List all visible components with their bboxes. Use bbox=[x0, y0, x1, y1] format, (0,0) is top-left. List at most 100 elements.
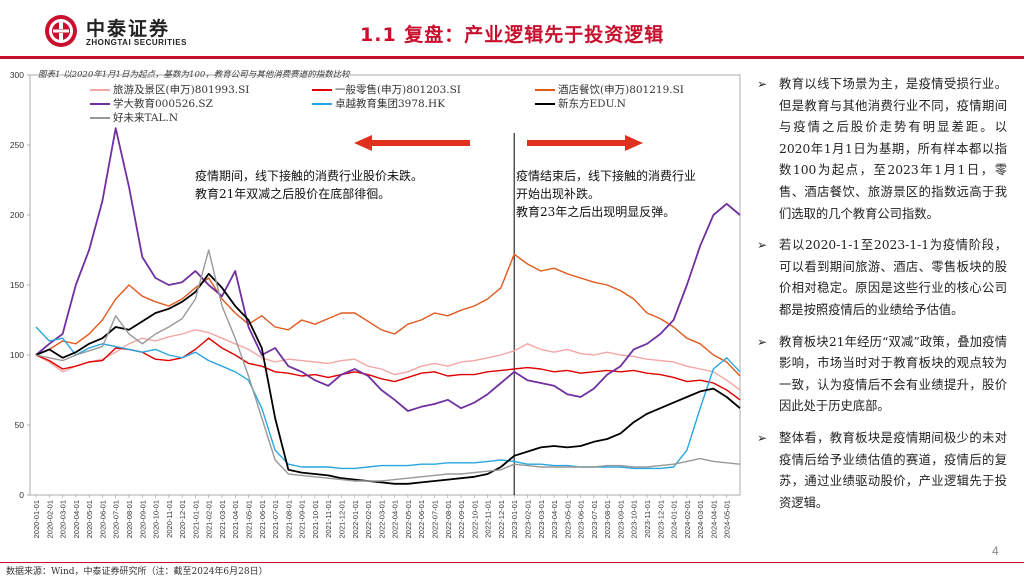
legend-label: 好未来TAL.N bbox=[113, 112, 178, 124]
series-line bbox=[35, 249, 741, 482]
x-tick-label: 2020-12-01 bbox=[178, 500, 187, 538]
series-line bbox=[35, 272, 741, 485]
x-tick-label: 2023-10-01 bbox=[630, 500, 639, 538]
legend-label: 旅游及景区(申万)801993.SI bbox=[113, 83, 249, 96]
bullet-item: ➢ 教育以线下场景为主，是疫情受损行业。但是教育与其他消费行业不同，疫情期间与疫情… bbox=[757, 74, 1007, 225]
x-tick-label: 2021-12-01 bbox=[338, 500, 347, 538]
x-tick-label: 2022-05-01 bbox=[404, 500, 413, 538]
x-tick-label: 2020-03-01 bbox=[59, 500, 68, 538]
logo-name: 中泰证券 bbox=[86, 18, 171, 40]
index-comparison-chart: 0 50 100 150 200 250 300 2020-01-01 2020-02-01 20… bbox=[10, 70, 741, 538]
page-number: 4 bbox=[992, 544, 999, 558]
x-tick-label: 2022-02-01 bbox=[364, 500, 373, 538]
chart-axes: 0 50 100 150 200 250 300 2020-01-01 2020-02-01 20… bbox=[10, 70, 741, 538]
x-tick-label: 2022-12-01 bbox=[497, 500, 506, 538]
x-tick-label: 2024-01-01 bbox=[670, 500, 679, 538]
x-tick-label: 2021-03-01 bbox=[218, 500, 227, 538]
x-tick-label: 2024-04-01 bbox=[709, 500, 718, 538]
annotation-text: 疫情期间，线下接触的消费行业股价未跌。 bbox=[195, 168, 423, 183]
x-tick-label: 2023-03-01 bbox=[537, 500, 546, 538]
x-tick-label: 2023-08-01 bbox=[603, 500, 612, 538]
x-tick-label: 2020-07-01 bbox=[112, 500, 121, 538]
chart-series-lines bbox=[35, 127, 741, 485]
series-line bbox=[35, 127, 741, 412]
y-tick-label: 150 bbox=[10, 280, 24, 290]
chart-annotations: 疫情期间，线下接触的消费行业股价未跌。教育21年双减之后股价在底部徘徊。 疫情结束… bbox=[195, 135, 696, 219]
x-tick-label: 2021-01-01 bbox=[191, 500, 200, 538]
x-tick-label: 2023-04-01 bbox=[550, 500, 559, 538]
series-line bbox=[35, 326, 741, 470]
x-tick-label: 2022-08-01 bbox=[444, 500, 453, 538]
x-tick-label: 2023-09-01 bbox=[616, 500, 625, 538]
x-tick-label: 2021-10-01 bbox=[311, 500, 320, 538]
x-tick-label: 2023-02-01 bbox=[523, 500, 532, 538]
x-tick-label: 2022-03-01 bbox=[377, 500, 386, 538]
right-arrow-icon bbox=[527, 135, 643, 151]
x-tick-label: 2023-11-01 bbox=[643, 500, 652, 538]
chart-legend: 旅游及景区(申万)801993.SI 一般零售(申万)801203.SI 酒店餐饮(… bbox=[90, 83, 684, 124]
x-tick-label: 2020-08-01 bbox=[125, 500, 134, 538]
x-tick-label: 2021-07-01 bbox=[271, 500, 280, 538]
x-tick-label: 2021-06-01 bbox=[258, 500, 267, 538]
zhongtai-logo-icon bbox=[45, 15, 77, 47]
series-line bbox=[35, 253, 741, 377]
x-tick-label: 2022-11-01 bbox=[484, 500, 493, 538]
y-tick-label: 50 bbox=[15, 420, 25, 430]
x-tick-label: 2023-01-01 bbox=[510, 500, 519, 538]
bullet-arrow-icon: ➢ bbox=[757, 77, 768, 91]
x-tick-label: 2020-05-01 bbox=[85, 500, 94, 538]
legend-label: 一般零售(申万)801203.SI bbox=[335, 83, 461, 96]
x-tick-label: 2021-08-01 bbox=[284, 500, 293, 538]
x-tick-label: 2021-05-01 bbox=[245, 500, 254, 538]
x-tick-label: 2020-09-01 bbox=[138, 500, 147, 538]
bullet-item: ➢ 教育板块21年经历“双减”政策，叠加疫情影响，市场当时对于教育板块的观点较为一… bbox=[757, 332, 1007, 418]
y-tick-label: 250 bbox=[10, 140, 24, 150]
series-line bbox=[35, 329, 741, 391]
bullet-arrow-icon: ➢ bbox=[757, 430, 768, 445]
bullet-text: 教育板块21年经历“双减”政策，叠加疫情影响，市场当时对于教育板块的观点较为一致… bbox=[779, 334, 1007, 414]
bullet-text: 整体看，教育板块是疫情期间极少的未对疫情后给予业绩估值的赛道，疫情后的复苏，通过… bbox=[779, 430, 1007, 510]
series-line bbox=[35, 337, 741, 401]
bullet-text: 教育以线下场景为主，是疫情受损行业。但是教育与其他消费行业不同，疫情期间与疫情之… bbox=[779, 77, 1007, 221]
legend-label: 学大教育000526.SZ bbox=[113, 97, 213, 110]
x-tick-label: 2024-03-01 bbox=[696, 500, 705, 538]
x-tick-label: 2021-04-01 bbox=[231, 500, 240, 538]
x-tick-label: 2021-11-01 bbox=[324, 500, 333, 538]
legend-label: 酒店餐饮(申万)801219.SI bbox=[558, 83, 684, 96]
annotation-text: 疫情结束后，线下接触的消费行业 bbox=[516, 168, 696, 183]
x-tick-label: 2024-02-01 bbox=[683, 500, 692, 538]
x-tick-label: 2020-02-01 bbox=[45, 500, 54, 538]
annotation-text: 教育21年双减之后股价在底部徘徊。 bbox=[195, 186, 390, 201]
slide-title: 1.1 复盘：产业逻辑先于投资逻辑 bbox=[360, 24, 665, 46]
y-tick-label: 0 bbox=[19, 490, 24, 500]
x-tick-label: 2020-01-01 bbox=[32, 500, 41, 538]
x-tick-label: 2020-11-01 bbox=[165, 500, 174, 538]
data-source: 数据来源：Wind，中泰证券研究所（注：截至2024年6月28日） bbox=[6, 567, 268, 576]
x-tick-label: 2020-10-01 bbox=[152, 500, 161, 538]
bullet-item: ➢ 整体看，教育板块是疫情期间极少的未对疫情后给予业绩估值的赛道，疫情后的复苏，通… bbox=[757, 428, 1007, 514]
x-tick-label: 2022-09-01 bbox=[457, 500, 466, 538]
annotation-text: 教育23年之后出现明显反弹。 bbox=[516, 204, 675, 219]
y-tick-label: 200 bbox=[10, 210, 24, 220]
logo-subtitle: ZHONGTAI SECURITIES bbox=[86, 38, 187, 47]
x-tick-label: 2022-10-01 bbox=[470, 500, 479, 538]
summary-bullets: ➢ 教育以线下场景为主，是疫情受损行业。但是教育与其他消费行业不同，疫情期间与疫情… bbox=[757, 74, 1007, 524]
x-tick-label: 2022-01-01 bbox=[351, 500, 360, 538]
x-tick-label: 2023-07-01 bbox=[590, 500, 599, 538]
plot-frame bbox=[29, 74, 741, 496]
x-tick-label: 2020-04-01 bbox=[72, 500, 81, 538]
legend-label: 新东方EDU.N bbox=[558, 97, 626, 110]
x-tick-label: 2022-04-01 bbox=[391, 500, 400, 538]
x-tick-label: 2023-12-01 bbox=[656, 500, 665, 538]
bullet-arrow-icon: ➢ bbox=[757, 238, 768, 253]
x-tick-label: 2022-06-01 bbox=[417, 500, 426, 538]
bullet-item: ➢ 若以2020-1-1至2023-1-1为疫情阶段，可以看到期间旅游、酒店、零售… bbox=[757, 235, 1007, 321]
footer-divider bbox=[0, 562, 1024, 563]
title-divider bbox=[0, 56, 1024, 59]
company-logo: 中泰证券 ZHONGTAI SECURITIES bbox=[44, 12, 194, 52]
bullet-arrow-icon: ➢ bbox=[757, 334, 768, 349]
x-tick-label: 2021-02-01 bbox=[205, 500, 214, 538]
bullet-text: 若以2020-1-1至2023-1-1为疫情阶段，可以看到期间旅游、酒店、零售板… bbox=[779, 238, 1007, 317]
y-tick-label: 300 bbox=[10, 70, 24, 80]
legend-label: 卓越教育集团3978.HK bbox=[335, 97, 445, 110]
